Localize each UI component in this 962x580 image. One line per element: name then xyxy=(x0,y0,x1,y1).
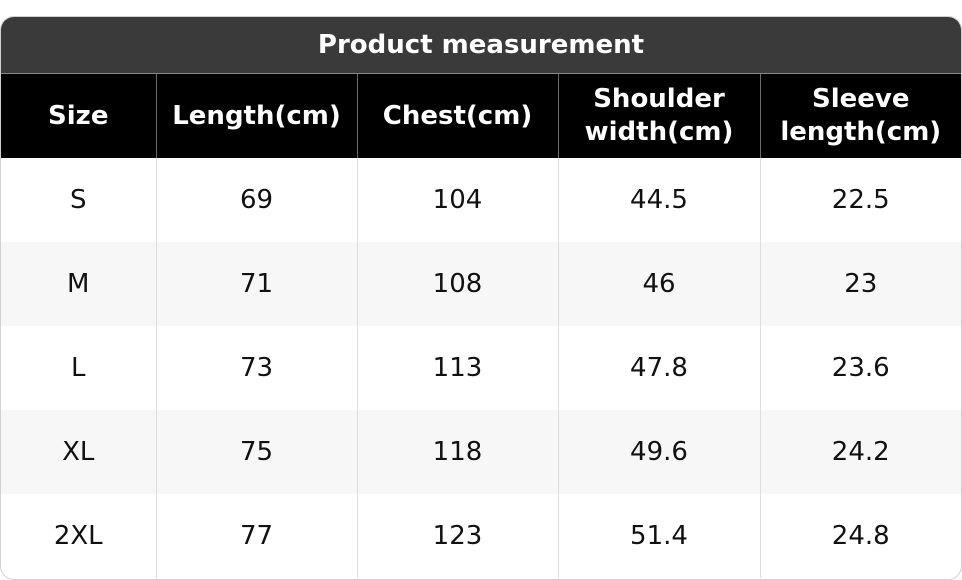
header-cell: Sleeve length(cm) xyxy=(759,74,961,158)
table-cell: 51.4 xyxy=(557,494,760,578)
table-cell: 104 xyxy=(356,158,558,242)
table-cell: XL xyxy=(1,410,156,494)
size-table: Size Length(cm) Chest(cm) Shoulder width(cm… xyxy=(1,74,961,578)
header-cell: Chest(cm) xyxy=(356,74,558,158)
table-title: Product measurement xyxy=(1,17,961,74)
header-cell: Length(cm) xyxy=(155,74,357,158)
table-cell: 71 xyxy=(155,242,357,326)
table-cell: 24.8 xyxy=(759,494,961,578)
table-cell: 22.5 xyxy=(759,158,961,242)
table-cell: S xyxy=(69,185,87,215)
table-body: S 69 104 44.5 22.5 M 71 108 46 23 L 73 113 47.8 23.6 XL… xyxy=(1,158,961,578)
table-cell: 24.2 xyxy=(759,410,961,494)
size-table-card: Product measurement Size Length(cm) Chest(… xyxy=(0,16,962,580)
table-row: XL 75 118 49.6 24.2 xyxy=(1,410,961,494)
table-row: M 71 108 46 23 xyxy=(1,242,961,326)
table-cell: 75 xyxy=(155,410,357,494)
table-cell: 23 xyxy=(759,242,961,326)
table-cell: 49.6 xyxy=(557,410,760,494)
table-cell: 2XL xyxy=(53,521,103,551)
header-cell: Size xyxy=(1,74,156,158)
table-cell: 44.5 xyxy=(557,158,760,242)
table-row: S 69 104 44.5 22.5 xyxy=(1,158,961,242)
table-cell: 118 xyxy=(356,410,558,494)
header-cell: Shoulder width(cm) xyxy=(557,74,760,158)
header-row: Size Length(cm) Chest(cm) Shoulder width(cm… xyxy=(1,74,961,158)
table-cell: 23.6 xyxy=(759,326,961,410)
table-cell: L xyxy=(71,353,86,383)
table-cell: 47.8 xyxy=(557,326,760,410)
table-cell: 77 xyxy=(155,494,357,578)
table-row: L 73 113 47.8 23.6 xyxy=(1,326,961,410)
table-cell: 46 xyxy=(557,242,760,326)
table-cell: 73 xyxy=(155,326,357,410)
table-row: 2XL 77 123 51.4 24.8 xyxy=(1,494,961,578)
table-cell: 113 xyxy=(356,326,558,410)
table-cell: 69 xyxy=(155,158,357,242)
table-cell: 108 xyxy=(356,242,558,326)
table-cell: 123 xyxy=(356,494,558,578)
table-cell: M xyxy=(1,242,156,326)
